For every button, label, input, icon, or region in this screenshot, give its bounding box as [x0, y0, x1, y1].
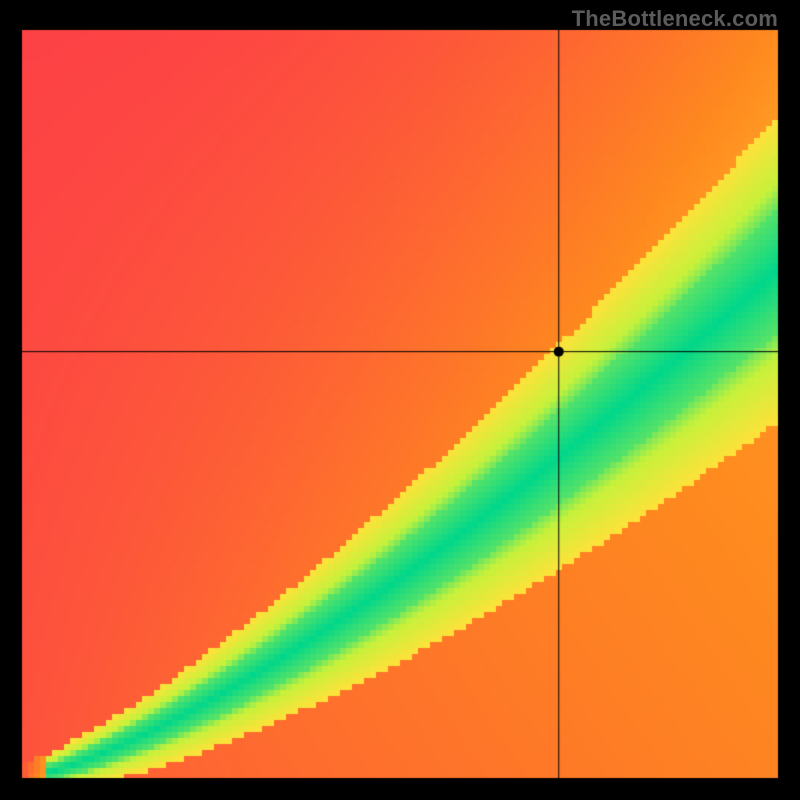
watermark-label: TheBottleneck.com	[572, 6, 778, 32]
heatmap-canvas	[0, 0, 800, 800]
chart-container: TheBottleneck.com	[0, 0, 800, 800]
